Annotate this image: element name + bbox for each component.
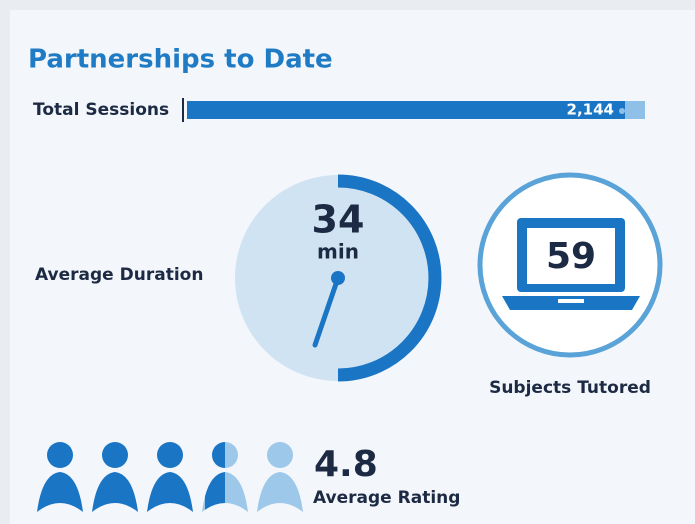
- person-icon: [92, 442, 138, 512]
- subjects-value: 59: [546, 236, 596, 277]
- subjects-label: Subjects Tutored: [489, 378, 651, 398]
- laptop-touchpad: [558, 299, 584, 303]
- duration-value: 34: [312, 198, 365, 242]
- laptop-display: [527, 228, 615, 284]
- person-icon: [147, 442, 193, 512]
- rating-icons: [37, 442, 303, 512]
- gauge-needle: [312, 275, 341, 348]
- sessions-dot: [619, 108, 625, 114]
- person-icon-half: [205, 442, 225, 510]
- person-icon: [257, 442, 303, 512]
- gauge-arc: [337, 174, 442, 382]
- sessions-value: 2,144: [567, 101, 614, 119]
- person-icon: [37, 442, 83, 512]
- title: Partnerships to Date: [28, 45, 333, 75]
- gauge-hub: [331, 271, 345, 285]
- sessions-bar: [187, 101, 625, 119]
- rating-value: 4.8: [314, 444, 378, 485]
- duration-unit: min: [317, 240, 359, 264]
- sessions-bar-end: [625, 101, 645, 119]
- sessions-label: Total Sessions: [33, 100, 169, 120]
- duration-label: Average Duration: [35, 265, 203, 285]
- rating-label: Average Rating: [313, 488, 460, 508]
